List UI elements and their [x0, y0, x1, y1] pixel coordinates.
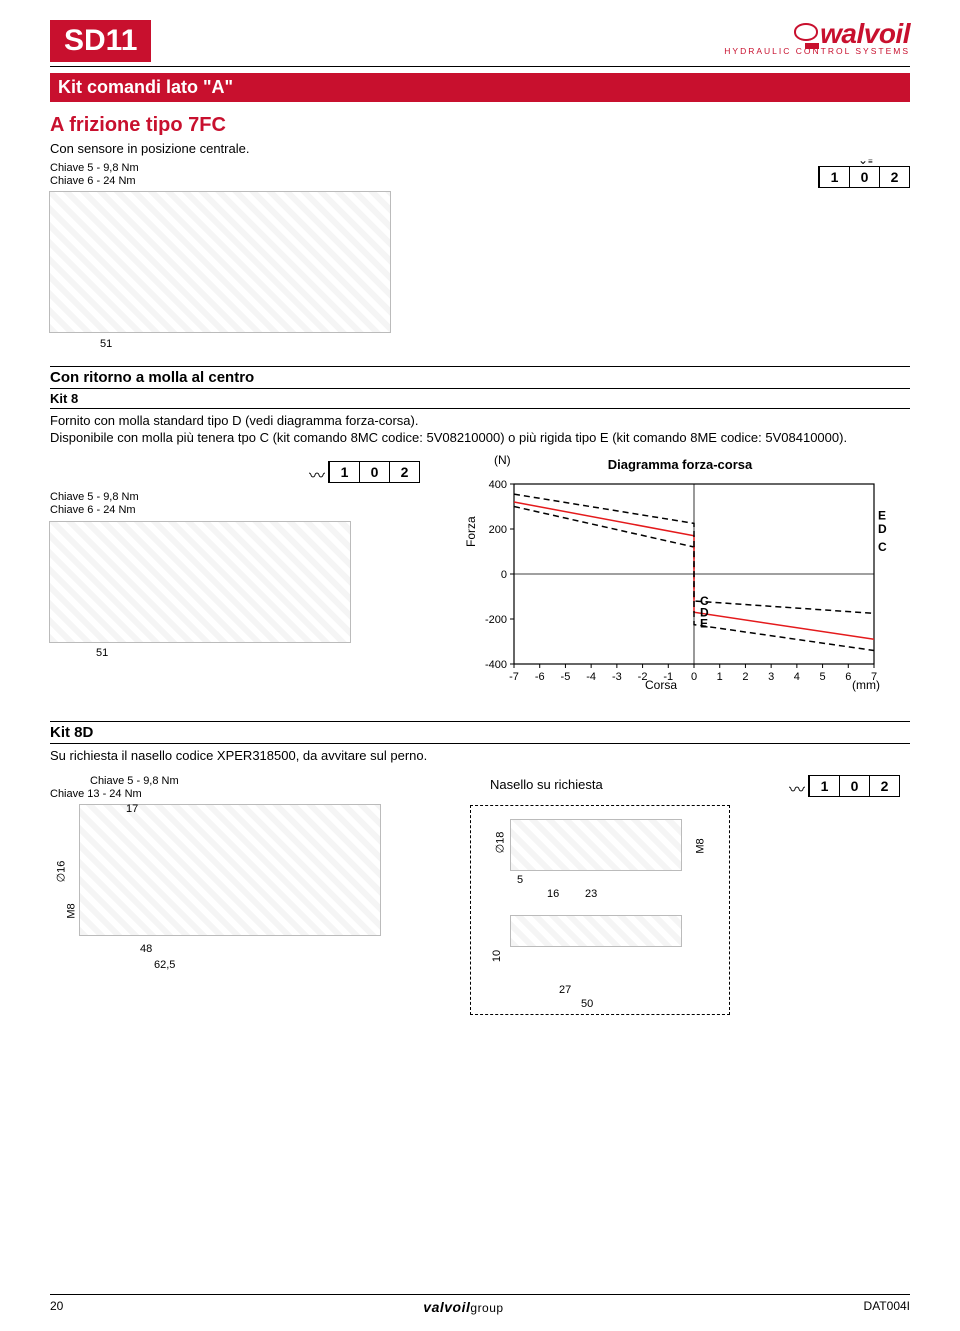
dim-m8: M8: [66, 904, 78, 919]
svg-text:E: E: [700, 617, 708, 631]
section-head-kit8d: Kit 8D: [50, 721, 910, 744]
spring-icon: 〰: [789, 776, 805, 800]
nasello-box: ∅18 5 16 23 M8 ∅10 10 27 50: [470, 805, 730, 1015]
section-head-kit8: Con ritorno a molla al centro Kit 8: [50, 366, 910, 409]
position-cell: 2: [879, 167, 909, 187]
svg-text:200: 200: [489, 524, 507, 536]
svg-text:D: D: [878, 522, 887, 536]
position-box-kit8d: 〰102: [808, 775, 900, 797]
svg-text:-200: -200: [485, 614, 507, 626]
page-number: 20: [50, 1299, 63, 1315]
dim-51-kit8: 51: [96, 647, 108, 659]
chart-y-unit: (N): [494, 453, 511, 467]
svg-text:0: 0: [501, 569, 507, 581]
nasello-d27: 27: [559, 984, 571, 996]
svg-text:5: 5: [820, 671, 826, 680]
chart-title: Diagramma forza-corsa: [470, 457, 890, 472]
section-banner: Kit comandi lato "A": [50, 73, 910, 102]
kit8-text2: Disponibile con molla più tenera tpo C (…: [50, 430, 847, 445]
svg-text:-400: -400: [485, 659, 507, 671]
position-cell: 1: [819, 167, 849, 187]
chiave6-label: Chiave 6 - 24 Nm: [50, 175, 590, 188]
dim-62-5: 62,5: [154, 959, 175, 971]
chiave5-kit8d: Chiave 5 - 9,8 Nm: [90, 775, 430, 788]
kit8d-head: Kit 8D: [50, 724, 910, 741]
drawing-7fc: 51: [50, 192, 390, 332]
chart-svg: -400-2000200400-7-6-5-4-3-2-101234567CCD…: [470, 474, 890, 680]
doc-code: DAT004I: [864, 1299, 910, 1315]
brand-logo: walvoil HYDRAULIC CONTROL SYSTEMS: [724, 18, 910, 56]
dim-dia16: ∅16: [54, 861, 67, 883]
page-footer: 20 valvoilgroup DAT004I: [50, 1294, 910, 1315]
svg-text:400: 400: [489, 479, 507, 491]
kit8-main-head: Con ritorno a molla al centro: [50, 369, 910, 386]
force-stroke-chart: Diagramma forza-corsa (N) Forza -400-200…: [470, 457, 890, 687]
position-cell: 2: [389, 462, 419, 482]
product-code: SD11: [50, 20, 151, 62]
spring-icon: 〰: [309, 462, 325, 486]
chiave5-kit8: Chiave 5 - 9,8 Nm: [50, 491, 450, 504]
footer-brand: valvoilgroup: [423, 1299, 503, 1315]
dim-48: 48: [140, 943, 152, 955]
nasello-d5: 5: [517, 874, 523, 886]
svg-text:-7: -7: [509, 671, 519, 680]
nasello-d18: ∅18: [493, 832, 506, 854]
drawing-kit8: 51: [50, 522, 350, 642]
dim-51: 51: [100, 338, 112, 350]
nasello-title: Nasello su richiesta: [490, 777, 603, 792]
chart-x-unit: (mm): [852, 678, 880, 692]
position-cell: 0: [839, 776, 869, 796]
position-cell: 0: [359, 462, 389, 482]
chart-x-label: Corsa: [531, 678, 791, 692]
position-cell: 1: [809, 776, 839, 796]
dim-17: 17: [126, 803, 138, 815]
kit8-text1: Fornito con molla standard tipo D (vedi …: [50, 413, 418, 428]
svg-text:6: 6: [845, 671, 851, 680]
subtitle-7fc: Con sensore in posizione centrale.: [50, 141, 910, 156]
chart-y-label: Forza: [464, 516, 478, 547]
svg-text:7: 7: [871, 671, 877, 680]
svg-text:C: C: [878, 540, 887, 554]
nasello-d23: 23: [585, 888, 597, 900]
nasello-d10: 10: [491, 950, 503, 962]
position-cell: 1: [329, 462, 359, 482]
kit8d-text: Su richiesta il nasello codice XPER31850…: [50, 748, 910, 765]
nasello-drawing-top: [511, 820, 681, 870]
position-cell: 2: [869, 776, 899, 796]
kit8-sub-head: Kit 8: [50, 388, 910, 406]
svg-text:E: E: [878, 509, 886, 523]
chiave5-label: Chiave 5 - 9,8 Nm: [50, 162, 590, 175]
chiave13-kit8d: Chiave 13 - 24 Nm: [50, 788, 430, 801]
nasello-m8: M8: [695, 838, 707, 853]
svg-text:4: 4: [794, 671, 800, 680]
position-box-7fc: ≡⌄102: [818, 166, 910, 188]
position-box-kit8: 〰102: [328, 461, 420, 483]
nasello-drawing-bottom: [511, 916, 681, 946]
heading-7fc: A frizione tipo 7FC: [50, 114, 910, 137]
drawing-kit8d: [80, 805, 380, 935]
divider: [50, 66, 910, 67]
position-cell: 0: [849, 167, 879, 187]
chiave6-kit8: Chiave 6 - 24 Nm: [50, 504, 450, 517]
brand-name: walvoil: [820, 18, 910, 49]
detent-icon: ⌄: [858, 153, 868, 167]
nasello-d16: 16: [547, 888, 559, 900]
nasello-d50: 50: [581, 998, 593, 1010]
